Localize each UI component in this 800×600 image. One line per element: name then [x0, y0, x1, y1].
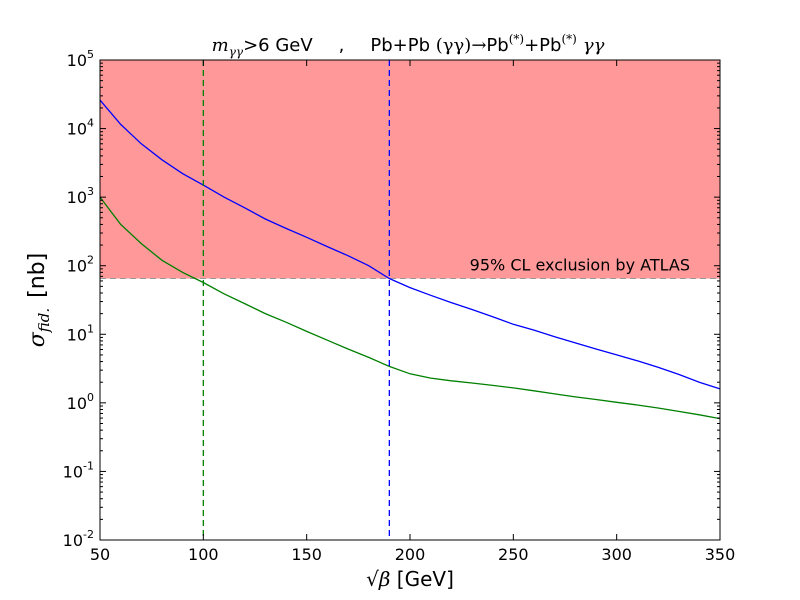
x-tick-label: 50 [90, 545, 110, 564]
x-tick-label: 200 [395, 545, 426, 564]
title-process-c: +Pb [524, 35, 561, 56]
chart-title: mγγ>6 GeV, Pb+Pb (γγ)→Pb(*)+Pb(*) γγ [212, 32, 605, 59]
title-process-a: Pb+Pb [370, 35, 435, 56]
x-tick-label: 300 [601, 545, 632, 564]
x-axis-variable: β [378, 567, 391, 591]
x-tick-label: 150 [291, 545, 322, 564]
y-tick-label: 102 [67, 254, 94, 276]
y-tick-label: 101 [67, 322, 94, 344]
y-tick-label: 103 [67, 185, 94, 207]
y-axis-variable: σ [25, 331, 50, 347]
title-process-b: Pb [486, 35, 508, 56]
y-axis-label: σfid. [nb] [25, 253, 53, 347]
title-superscript-2: (*) [561, 32, 576, 46]
x-tick-label: 100 [188, 545, 219, 564]
title-process-math: (γγ)→ [436, 35, 487, 56]
y-axis-unit: [nb] [25, 253, 50, 298]
x-axis-unit: [GeV] [390, 567, 453, 591]
title-cut-subscript: γγ [229, 45, 244, 59]
y-tick-label: 100 [67, 391, 94, 413]
title-cut-variable: m [212, 35, 229, 56]
title-cut-relation: >6 GeV [243, 35, 313, 56]
y-tick-label: 105 [67, 48, 94, 70]
y-axis-subscript: fid. [35, 308, 53, 333]
x-axis-sqrt: √ [366, 567, 379, 591]
title-separator: , [339, 35, 345, 56]
exclusion-label: 95% CL exclusion by ATLAS [470, 256, 690, 275]
x-axis-label: √β [GeV] [366, 567, 454, 591]
y-tick-label: 104 [67, 117, 94, 139]
x-tick-label: 350 [705, 545, 736, 564]
x-tick-label: 250 [498, 545, 529, 564]
y-tick-label: 10-1 [63, 459, 94, 481]
title-superscript-1: (*) [509, 32, 524, 46]
title-process-d: γγ [583, 35, 605, 56]
y-tick-label: 10-2 [63, 528, 94, 550]
exclusion-region [100, 60, 720, 279]
